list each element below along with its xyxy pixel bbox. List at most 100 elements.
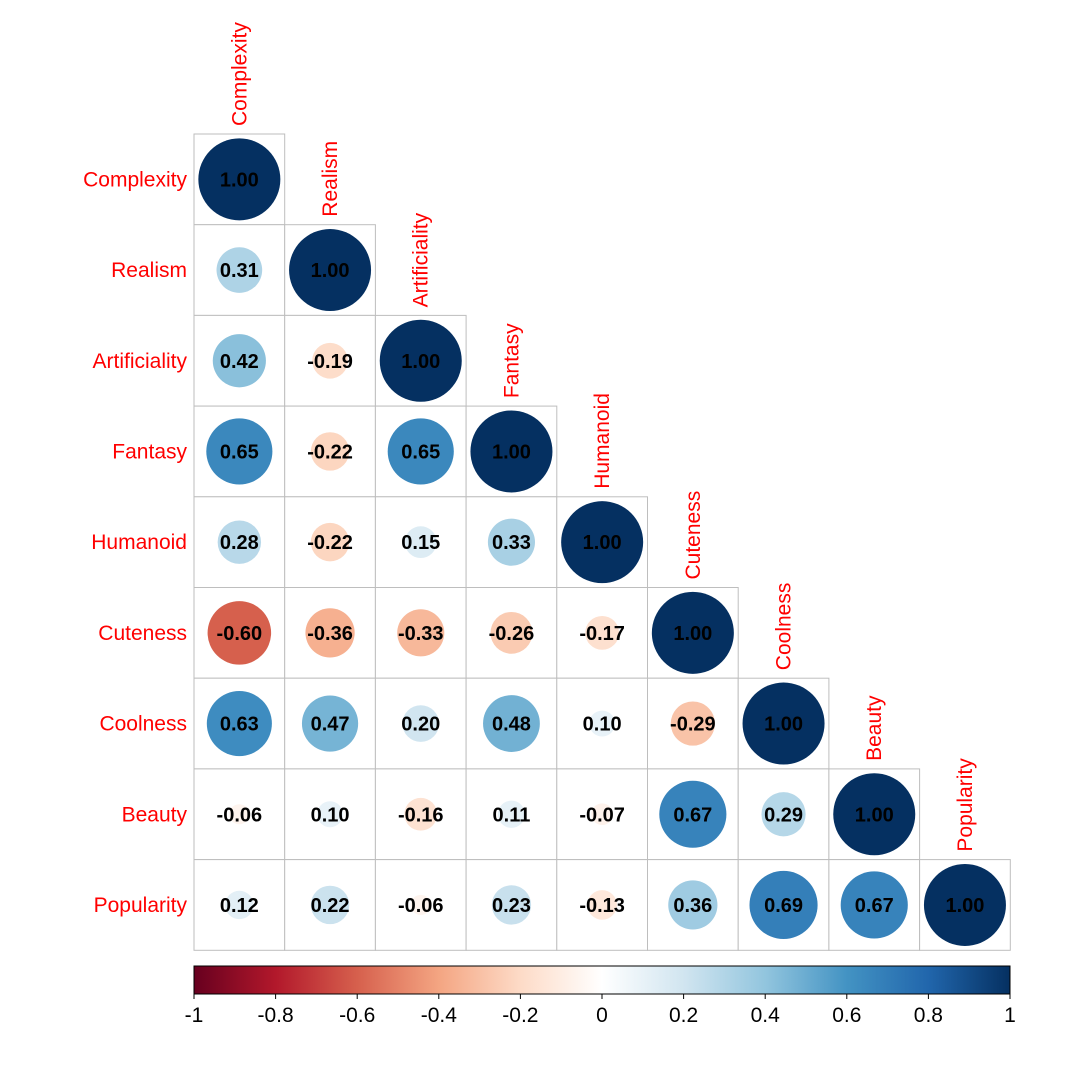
correlation-circle <box>397 609 445 657</box>
colorbar-tick-label: -0.8 <box>258 1004 294 1027</box>
colorbar-gradient <box>193 965 1011 995</box>
correlation-value: -0.07 <box>579 804 625 826</box>
cell-fantasy-complexity: 0.65 <box>193 405 286 498</box>
correlation-value: 0.65 <box>220 441 259 463</box>
column-label-complexity: Complexity <box>228 22 251 126</box>
correlation-circle <box>404 797 438 831</box>
correlation-value: -0.26 <box>489 623 535 645</box>
cell-beauty-cuteness: 0.67 <box>647 768 739 861</box>
cell-popularity-coolness: 0.69 <box>737 859 830 951</box>
cell-coolness-cuteness: -0.29 <box>647 677 739 770</box>
cell-cuteness-complexity: -0.60 <box>193 587 286 679</box>
correlation-value: 0.11 <box>493 804 531 826</box>
correlation-circle <box>229 804 250 825</box>
cell-artificiality-artificiality: 1.00 <box>374 314 467 407</box>
correlation-circle <box>651 591 734 674</box>
cell-fantasy-artificiality: 0.65 <box>374 405 467 498</box>
correlation-value: 0.65 <box>401 441 440 463</box>
correlation-circle <box>840 871 908 939</box>
cell-beauty-fantasy: 0.11 <box>465 768 558 861</box>
cell-cuteness-artificiality: -0.33 <box>374 587 467 679</box>
column-label-humanoid: Humanoid <box>591 393 614 489</box>
correlation-circle <box>589 710 616 737</box>
correlation-value: 0.69 <box>764 895 803 917</box>
cell-realism-complexity: 0.31 <box>193 224 286 316</box>
correlation-value: -0.60 <box>217 623 263 645</box>
cell-cuteness-humanoid: -0.17 <box>556 587 648 679</box>
correlation-circle <box>490 611 533 654</box>
colorbar-tick-label: -1 <box>185 1004 204 1027</box>
correlation-circle <box>404 526 437 559</box>
column-label-artificiality: Artificiality <box>410 212 433 307</box>
correlation-circle <box>561 501 644 584</box>
cell-realism-realism: 1.00 <box>284 224 376 316</box>
cell-artificiality-complexity: 0.42 <box>193 314 286 407</box>
correlation-circle <box>833 773 916 856</box>
cell-coolness-fantasy: 0.48 <box>465 677 558 770</box>
correlation-circle <box>225 890 254 920</box>
row-label-fantasy: Fantasy <box>112 440 187 463</box>
cell-cuteness-cuteness: 1.00 <box>647 587 739 679</box>
cell-popularity-artificiality: -0.06 <box>374 859 467 951</box>
correlation-value: 0.28 <box>220 532 259 554</box>
cell-beauty-realism: 0.10 <box>284 768 376 861</box>
cell-humanoid-fantasy: 0.33 <box>465 496 558 588</box>
column-label-popularity: Popularity <box>954 758 977 852</box>
row-label-complexity: Complexity <box>83 168 187 191</box>
column-label-cuteness: Cuteness <box>682 491 705 580</box>
cell-cuteness-fantasy: -0.26 <box>465 587 558 679</box>
cell-beauty-humanoid: -0.07 <box>556 768 648 861</box>
correlation-value: 0.42 <box>220 351 259 373</box>
cell-coolness-coolness: 1.00 <box>737 677 830 770</box>
correlation-circle <box>216 247 263 293</box>
row-label-popularity: Popularity <box>94 894 188 917</box>
colorbar-tick-label: -0.4 <box>421 1004 458 1027</box>
correlation-circle <box>379 319 462 402</box>
cell-coolness-complexity: 0.63 <box>193 677 286 770</box>
column-label-realism: Realism <box>319 141 342 217</box>
row-label-cuteness: Cuteness <box>98 622 187 645</box>
cell-coolness-realism: 0.47 <box>284 677 376 770</box>
colorbar-tick-label: -0.6 <box>339 1004 375 1027</box>
colorbar-tick-label: 0.2 <box>669 1004 698 1027</box>
correlation-value: 0.29 <box>764 804 803 826</box>
cell-popularity-complexity: 0.12 <box>193 859 286 951</box>
correlation-circle <box>585 615 620 650</box>
correlation-value: -0.17 <box>579 623 625 645</box>
colorbar-tick-label: 0.4 <box>751 1004 781 1027</box>
cell-humanoid-complexity: 0.28 <box>193 496 286 588</box>
cell-artificiality-realism: -0.19 <box>284 314 376 407</box>
cell-border <box>465 677 558 770</box>
correlation-value: 1.00 <box>401 351 440 373</box>
correlation-value: -0.06 <box>398 895 444 917</box>
correlation-circle <box>289 229 372 312</box>
correlation-circle <box>305 608 355 658</box>
row-label-coolness: Coolness <box>99 713 187 736</box>
cell-beauty-beauty: 1.00 <box>828 768 921 861</box>
correlation-circle <box>483 695 540 752</box>
correlation-value: 1.00 <box>855 804 894 826</box>
correlation-value: 0.47 <box>311 714 350 736</box>
cell-coolness-artificiality: 0.20 <box>374 677 467 770</box>
correlation-value: 1.00 <box>764 714 803 736</box>
correlation-circle <box>387 418 454 485</box>
correlation-circle <box>761 792 806 837</box>
correlation-value: 0.67 <box>673 804 712 826</box>
cell-complexity-complexity: 1.00 <box>193 133 286 226</box>
row-labels: Complexity Realism Artificiality Fantasy Hum… <box>83 168 187 917</box>
cell-beauty-artificiality: -0.16 <box>374 768 467 861</box>
correlation-value: 0.48 <box>492 714 531 736</box>
correlation-circle <box>402 705 440 742</box>
correlation-value: 0.20 <box>401 714 440 736</box>
row-label-humanoid: Humanoid <box>91 531 187 554</box>
matrix-cells: 1.00 0.31 1.00 0.42 -0.19 1.00 0.65 -0.22 0.65 1.… <box>193 133 1011 951</box>
correlation-value: 0.63 <box>220 714 259 736</box>
row-label-beauty: Beauty <box>122 803 188 826</box>
correlation-value: 1.00 <box>492 441 531 463</box>
correlation-value: 1.00 <box>311 260 350 282</box>
correlation-circle <box>487 518 536 566</box>
correlation-value: 0.36 <box>673 895 712 917</box>
cell-coolness-humanoid: 0.10 <box>556 677 648 770</box>
correlation-circle <box>497 800 526 828</box>
correlation-circle <box>591 803 613 826</box>
